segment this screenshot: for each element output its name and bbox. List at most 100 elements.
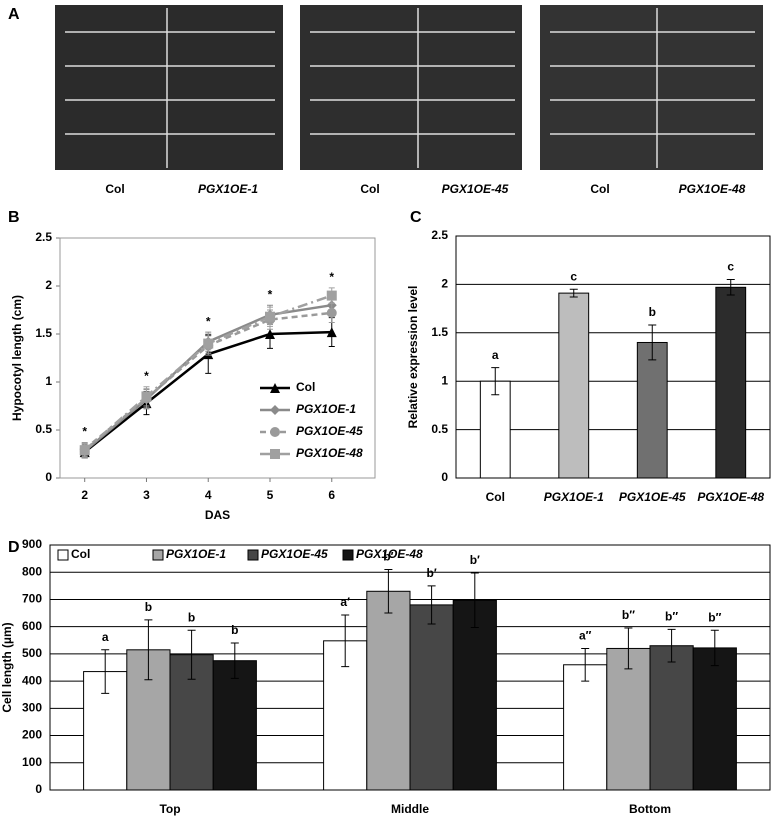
annotation: * xyxy=(206,314,211,328)
annotation: a xyxy=(492,348,499,362)
x-tick-label: PGX1OE-45 xyxy=(619,490,686,504)
y-axis-label: Cell length (µm) xyxy=(0,622,14,712)
x-tick-label: 6 xyxy=(328,488,335,502)
y-axis-label: Hypocotyl length (cm) xyxy=(10,295,24,421)
error-bar xyxy=(667,628,676,663)
error-bar xyxy=(581,647,590,682)
annotation: b xyxy=(231,623,238,637)
y-tick-label: 1 xyxy=(441,373,448,387)
point xyxy=(326,307,337,318)
y-tick-label: 700 xyxy=(22,592,42,606)
y-axis-label: Relative expression level xyxy=(406,286,420,429)
annotation: * xyxy=(144,369,149,383)
point xyxy=(203,338,214,349)
y-tick-label: 0.5 xyxy=(431,422,448,436)
x-tick-label: 3 xyxy=(143,488,150,502)
panel-label: C xyxy=(410,209,422,226)
photo-caption: PGX1OE-48 xyxy=(679,182,746,196)
annotation: b xyxy=(649,305,656,319)
bar xyxy=(636,341,668,479)
y-tick-label: 900 xyxy=(22,537,42,551)
y-tick-label: 2 xyxy=(45,278,52,292)
y-tick-label: 600 xyxy=(22,619,42,633)
bar xyxy=(452,599,497,791)
y-tick-label: 1.5 xyxy=(431,325,448,339)
plate-photo xyxy=(55,5,283,170)
x-axis-label: DAS xyxy=(205,508,230,522)
legend-label: PGX1OE-45 xyxy=(261,547,328,561)
point xyxy=(270,383,280,393)
panel-label: D xyxy=(8,539,20,556)
error-bar xyxy=(624,627,633,670)
error-bar xyxy=(470,572,479,628)
y-tick-label: 0 xyxy=(441,470,448,484)
x-tick-label: Bottom xyxy=(629,802,671,816)
bar xyxy=(606,647,651,791)
photo-caption: Col xyxy=(105,182,124,196)
annotation: b″ xyxy=(622,608,635,622)
point xyxy=(270,449,280,459)
y-tick-label: 400 xyxy=(22,673,42,687)
y-tick-label: 1.5 xyxy=(35,326,52,340)
point xyxy=(265,329,275,339)
point xyxy=(270,405,280,415)
panel-label: A xyxy=(8,6,20,23)
error-bar xyxy=(491,367,500,396)
annotation: b xyxy=(188,610,195,624)
bar xyxy=(715,286,747,479)
legend-swatch xyxy=(342,549,354,561)
legend-label: PGX1OE-1 xyxy=(166,547,226,561)
x-tick-label: Middle xyxy=(391,802,429,816)
annotation: a″ xyxy=(579,629,592,643)
point xyxy=(270,427,280,437)
error-bar xyxy=(726,279,735,296)
point xyxy=(326,327,337,338)
y-tick-label: 100 xyxy=(22,755,42,769)
y-tick-label: 2 xyxy=(441,277,448,291)
photo-caption: PGX1OE-45 xyxy=(442,182,509,196)
y-tick-label: 1 xyxy=(45,374,52,388)
bar xyxy=(649,645,694,791)
annotation: b xyxy=(145,600,152,614)
error-bar xyxy=(384,569,393,614)
y-tick-label: 500 xyxy=(22,646,42,660)
photo-caption: Col xyxy=(360,182,379,196)
bar xyxy=(558,292,590,479)
legend-label: Col xyxy=(71,547,90,561)
plot-frame xyxy=(455,235,771,479)
x-tick-label: Col xyxy=(486,490,505,504)
y-tick-label: 0.5 xyxy=(35,422,52,436)
annotation: * xyxy=(329,270,334,284)
legend-label: Col xyxy=(296,380,315,394)
annotation: b″ xyxy=(708,610,721,624)
y-tick-label: 300 xyxy=(22,701,42,715)
plate-photo xyxy=(300,5,522,170)
error-bar xyxy=(144,619,153,681)
x-tick-label: PGX1OE-1 xyxy=(544,490,604,504)
annotation: b′ xyxy=(383,550,393,564)
error-bar xyxy=(101,649,110,694)
panel-label: B xyxy=(8,209,20,226)
plate-grid xyxy=(65,8,755,168)
error-bar xyxy=(710,629,719,667)
plate-photo xyxy=(540,5,763,170)
point xyxy=(79,445,90,456)
annotation: a xyxy=(102,630,109,644)
error-bar xyxy=(648,324,657,361)
point xyxy=(326,290,337,301)
error-bar xyxy=(230,642,239,679)
annotation: c xyxy=(570,269,577,283)
x-tick-label: 2 xyxy=(81,488,88,502)
error-bar xyxy=(187,629,196,680)
legend-label: PGX1OE-1 xyxy=(296,402,356,416)
legend-label: PGX1OE-45 xyxy=(296,424,363,438)
legend-label: PGX1OE-48 xyxy=(356,547,423,561)
annotation: b″ xyxy=(665,610,678,624)
point xyxy=(141,391,152,402)
annotation: c xyxy=(727,260,734,274)
annotation: * xyxy=(268,287,273,301)
point xyxy=(265,311,275,322)
annotation: b′ xyxy=(426,566,436,580)
legend-swatch xyxy=(57,549,69,561)
error-bar xyxy=(569,288,578,298)
